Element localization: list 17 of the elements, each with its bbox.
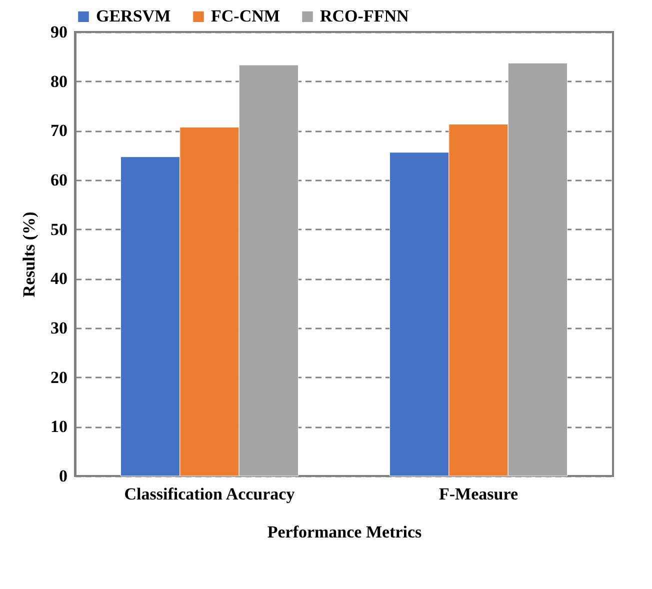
y-axis-title: Results (%) [20,212,38,298]
y-tick-label: 30 [50,318,68,338]
y-tick-label: 50 [50,220,68,239]
y-tick-label: 80 [50,72,68,91]
legend-label: RCO-FFNN [320,6,410,26]
x-tick-label: Classification Accuracy [124,484,296,504]
y-tick-label: 20 [50,368,68,387]
y-tick-label: 0 [59,466,68,486]
y-tick-label: 70 [50,121,68,140]
legend-label: FC-CNM [211,6,280,26]
y-tick-label: 10 [50,417,68,436]
x-tick-label: F-Measure [439,484,518,504]
x-axis-title: Performance Metrics [267,522,422,542]
legend-label: GERSVM [96,6,171,26]
y-tick-label: 90 [50,22,68,42]
y-tick-label: 60 [50,170,68,190]
y-tick-label: 40 [50,269,68,288]
